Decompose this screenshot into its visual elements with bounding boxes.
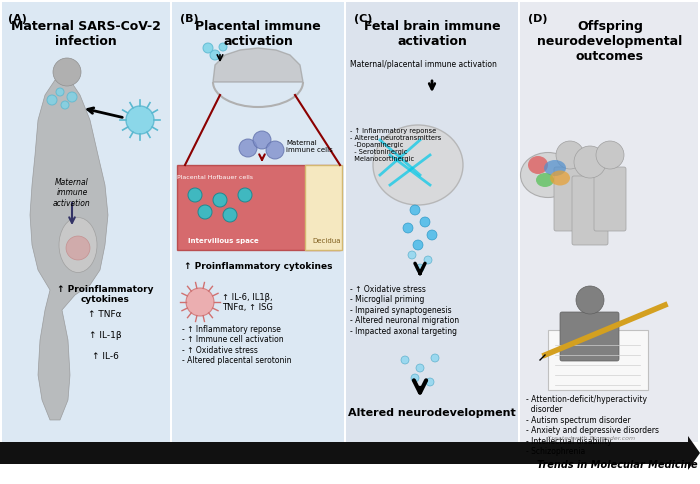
Text: Fetal brain immune
activation: Fetal brain immune activation: [364, 20, 500, 48]
Circle shape: [238, 188, 252, 202]
Text: (C): (C): [354, 14, 372, 24]
FancyBboxPatch shape: [177, 165, 340, 250]
Text: Created with Biorender.com: Created with Biorender.com: [547, 436, 635, 441]
Ellipse shape: [528, 156, 548, 174]
Circle shape: [266, 141, 284, 159]
Text: Maternal/placental immune activation: Maternal/placental immune activation: [350, 60, 497, 69]
Circle shape: [66, 236, 90, 260]
Text: - ↑ Inflammatory reponse
- ↑ Immune cell activation
- ↑ Oxidative stress
- Alter: - ↑ Inflammatory reponse - ↑ Immune cell…: [182, 325, 291, 365]
Circle shape: [210, 50, 220, 60]
Circle shape: [420, 217, 430, 227]
Circle shape: [239, 139, 257, 157]
Circle shape: [198, 205, 212, 219]
Text: (B): (B): [180, 14, 199, 24]
Circle shape: [126, 106, 154, 134]
Circle shape: [426, 378, 434, 386]
Circle shape: [413, 240, 423, 250]
Circle shape: [67, 92, 77, 102]
Circle shape: [410, 205, 420, 215]
Text: (D): (D): [528, 14, 547, 24]
Text: Maternal
immune
activation: Maternal immune activation: [53, 178, 91, 208]
Ellipse shape: [536, 173, 554, 187]
Text: Altered neurodevelopment: Altered neurodevelopment: [348, 408, 516, 418]
Circle shape: [56, 88, 64, 96]
Polygon shape: [213, 48, 303, 82]
Text: Placental immune
activation: Placental immune activation: [195, 20, 321, 48]
Text: - ↑ Inflammatory reponse
- Altered neurotransmitters
  -Dopaminergic
  - Seroton: - ↑ Inflammatory reponse - Altered neuro…: [350, 128, 441, 162]
Circle shape: [188, 188, 202, 202]
Text: ↑ Proinflammatory
cytokines: ↑ Proinflammatory cytokines: [57, 285, 153, 304]
Ellipse shape: [373, 125, 463, 205]
FancyBboxPatch shape: [520, 2, 698, 442]
Circle shape: [574, 146, 606, 178]
Text: Trends in Molecular Medicine: Trends in Molecular Medicine: [538, 460, 698, 470]
Text: ↑ Proinflammatory cytokines: ↑ Proinflammatory cytokines: [183, 262, 332, 271]
Text: - ↑ Oxidative stress
- Microglial priming
- Impaired synaptogenesis
- Altered ne: - ↑ Oxidative stress - Microglial primin…: [350, 285, 459, 335]
Ellipse shape: [521, 152, 575, 197]
Circle shape: [431, 354, 439, 362]
Circle shape: [427, 230, 437, 240]
Text: Offspring
neurodevelopmental
outcomes: Offspring neurodevelopmental outcomes: [538, 20, 682, 63]
Circle shape: [223, 208, 237, 222]
Ellipse shape: [550, 170, 570, 185]
Circle shape: [416, 264, 424, 272]
Circle shape: [219, 43, 227, 51]
Text: Placental Hofbauer cells: Placental Hofbauer cells: [177, 175, 253, 180]
FancyBboxPatch shape: [0, 442, 688, 464]
Text: Intervillous space: Intervillous space: [188, 238, 259, 244]
Text: Decidua: Decidua: [312, 238, 340, 244]
Circle shape: [53, 58, 81, 86]
Text: Maternal
immune cells: Maternal immune cells: [286, 140, 332, 153]
Ellipse shape: [59, 217, 97, 272]
FancyBboxPatch shape: [572, 176, 608, 245]
Circle shape: [576, 286, 604, 314]
Circle shape: [416, 364, 424, 372]
FancyBboxPatch shape: [346, 2, 518, 442]
FancyBboxPatch shape: [2, 2, 170, 442]
FancyBboxPatch shape: [560, 312, 619, 361]
Circle shape: [424, 256, 432, 264]
Polygon shape: [30, 80, 108, 420]
Text: Maternal SARS-CoV-2
infection: Maternal SARS-CoV-2 infection: [11, 20, 161, 48]
Circle shape: [213, 193, 227, 207]
Circle shape: [61, 101, 69, 109]
FancyBboxPatch shape: [594, 167, 626, 231]
FancyBboxPatch shape: [172, 2, 344, 442]
Circle shape: [253, 131, 271, 149]
Circle shape: [596, 141, 624, 169]
Circle shape: [403, 223, 413, 233]
Circle shape: [556, 141, 584, 169]
Circle shape: [411, 374, 419, 382]
Text: ↑ IL-6, IL1β,
TNFα, ↑ ISG: ↑ IL-6, IL1β, TNFα, ↑ ISG: [222, 293, 273, 312]
Text: (A): (A): [8, 14, 27, 24]
Circle shape: [47, 95, 57, 105]
FancyBboxPatch shape: [554, 167, 586, 231]
Circle shape: [408, 251, 416, 259]
FancyBboxPatch shape: [548, 330, 648, 390]
Circle shape: [203, 43, 213, 53]
Circle shape: [401, 356, 409, 364]
Circle shape: [186, 288, 214, 316]
Polygon shape: [688, 436, 700, 470]
Text: ↑ TNFα

↑ IL-1β

↑ IL-6: ↑ TNFα ↑ IL-1β ↑ IL-6: [88, 310, 122, 361]
Text: - Attention-deficit/hyperactivity
  disorder
- Autism spectrum disorder
- Anxiet: - Attention-deficit/hyperactivity disord…: [526, 395, 659, 456]
Ellipse shape: [544, 160, 566, 176]
FancyBboxPatch shape: [305, 165, 342, 250]
